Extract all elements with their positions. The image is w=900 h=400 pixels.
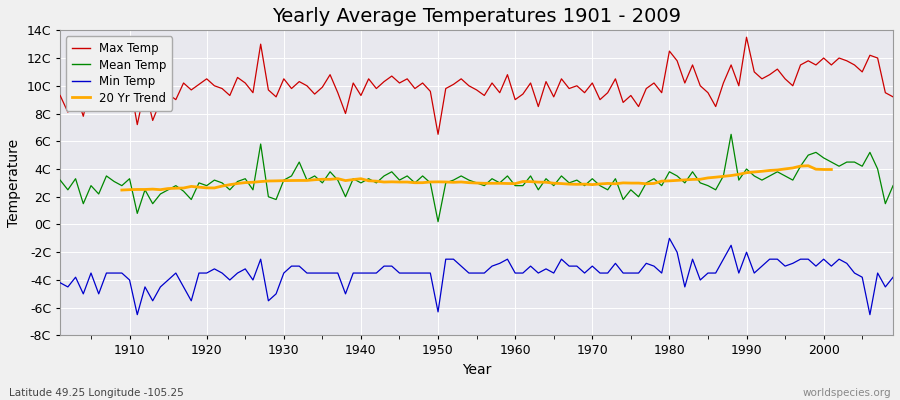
X-axis label: Year: Year [462,363,491,377]
Text: Latitude 49.25 Longitude -105.25: Latitude 49.25 Longitude -105.25 [9,388,184,398]
Legend: Max Temp, Mean Temp, Min Temp, 20 Yr Trend: Max Temp, Mean Temp, Min Temp, 20 Yr Tre… [66,36,173,111]
Title: Yearly Average Temperatures 1901 - 2009: Yearly Average Temperatures 1901 - 2009 [272,7,681,26]
Y-axis label: Temperature: Temperature [7,139,21,227]
Text: worldspecies.org: worldspecies.org [803,388,891,398]
